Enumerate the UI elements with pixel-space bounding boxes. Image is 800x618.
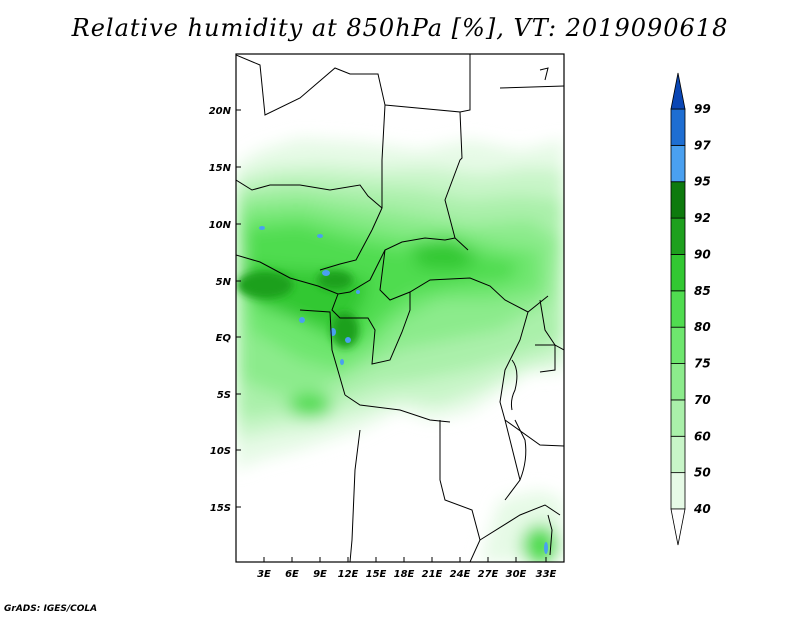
lon-label: 30E	[506, 569, 527, 580]
humidity-field	[236, 54, 564, 562]
colorbar-label: 90	[694, 247, 711, 261]
lat-label: 10S	[210, 446, 231, 457]
colorbar-box	[670, 363, 686, 401]
colorbar-box	[670, 290, 686, 328]
colorbar-box	[670, 435, 686, 474]
colorbar-label: 75	[694, 357, 711, 371]
lon-label: 6E	[285, 569, 299, 580]
lat-label: 10N	[209, 220, 232, 231]
lon-label: 15E	[366, 569, 387, 580]
lon-label: 9E	[313, 569, 327, 580]
colorbar-upper-arrow	[670, 72, 686, 110]
lat-label: 5N	[216, 277, 232, 288]
longitude-axis: 3E 6E 9E 12E 15E 18E 21E 24E 27E 30E 33E	[257, 557, 557, 580]
colorbar-box	[670, 399, 686, 437]
lon-label: 24E	[450, 569, 471, 580]
colorbar-label: 40	[693, 502, 711, 516]
map-frame	[235, 53, 565, 563]
lake-outlines	[510, 67, 553, 556]
colorbar-label: 99	[694, 102, 711, 116]
lat-label: EQ	[216, 333, 232, 344]
colorbar-box	[670, 472, 686, 510]
lon-label: 12E	[338, 569, 359, 580]
latitude-axis: 20N 15N 10N 5N EQ 5S 10S 15S	[209, 106, 241, 514]
colorbar-box	[670, 181, 686, 219]
colorbar-label: 95	[694, 175, 711, 189]
colorbar-label: 85	[694, 284, 711, 298]
colorbar-label: 80	[694, 320, 711, 334]
lon-label: 3E	[257, 569, 271, 580]
map-title: Relative humidity at 850hPa [%], VT: 201…	[71, 14, 729, 42]
colorbar-label: 92	[694, 211, 711, 225]
lat-label: 15S	[210, 503, 231, 514]
colorbar-box	[670, 254, 686, 292]
lon-label: 21E	[422, 569, 443, 580]
lon-label: 33E	[536, 569, 557, 580]
lon-label: 27E	[478, 569, 499, 580]
lat-label: 20N	[209, 106, 232, 117]
colorbar-label: 97	[694, 138, 711, 152]
colorbar-label: 50	[694, 466, 711, 480]
software-credit: GrADS: IGES/COLA	[4, 604, 98, 614]
colorbar-box	[670, 144, 686, 183]
lon-label: 18E	[394, 569, 415, 580]
colorbar: 40 50 60 70 75 80 85 90 92 95 97 99	[670, 72, 711, 546]
colorbar-box	[670, 326, 686, 364]
country-borders	[236, 54, 564, 562]
colorbar-lower-arrow	[670, 508, 686, 546]
lat-label: 5S	[217, 390, 231, 401]
colorbar-label: 60	[694, 429, 711, 443]
colorbar-box	[670, 217, 686, 255]
colorbar-box	[670, 108, 686, 146]
lat-label: 15N	[209, 163, 232, 174]
colorbar-label: 70	[694, 393, 711, 407]
